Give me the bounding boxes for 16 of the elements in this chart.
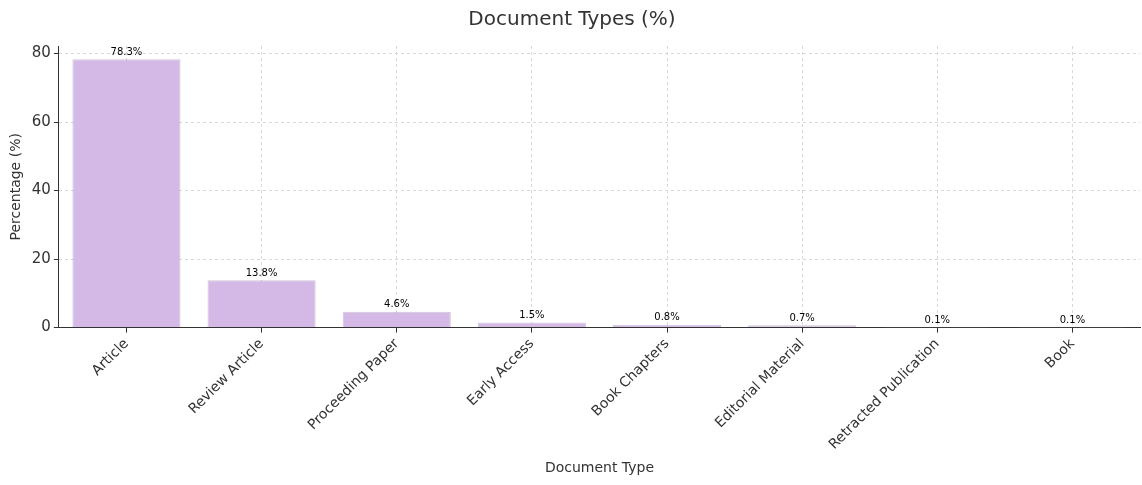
y-tick-label: 80	[31, 43, 51, 62]
data-label: 0.1%	[1059, 313, 1086, 325]
data-label: 1.5%	[519, 309, 545, 321]
data-label: 0.7%	[789, 311, 815, 323]
data-label: 13.8%	[245, 266, 278, 278]
y-tick-label: 20	[31, 248, 51, 267]
data-label: 78.3%	[110, 45, 143, 57]
x-axis-title: Document Type	[544, 459, 655, 476]
y-tick-label: 60	[31, 111, 51, 130]
data-label: 4.6%	[384, 298, 410, 310]
data-label: 0.1%	[924, 313, 950, 325]
y-axis-title: Percentage (%)	[7, 133, 24, 241]
data-label: 0.8%	[654, 311, 680, 323]
y-tick-label: 0	[41, 317, 51, 336]
chart-title: Document Types (%)	[468, 6, 676, 31]
y-tick-label: 40	[31, 180, 51, 199]
